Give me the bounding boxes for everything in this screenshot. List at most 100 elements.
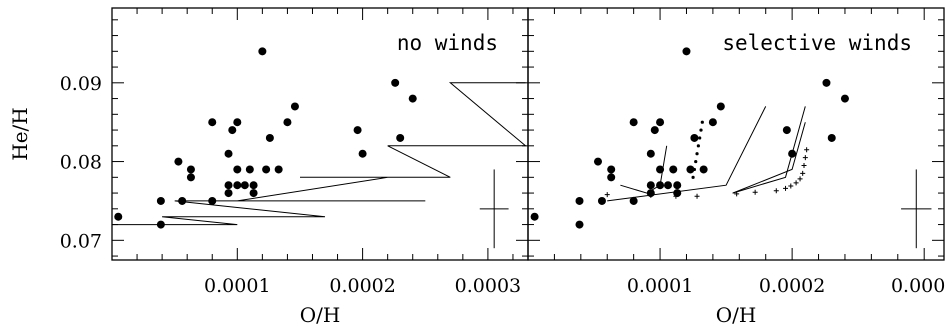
x-axis-title: O/H <box>300 303 341 327</box>
x-axis-title: O/H <box>716 303 757 327</box>
data-point <box>233 165 242 174</box>
data-point <box>686 165 695 174</box>
model-dot <box>691 175 695 179</box>
data-point <box>575 196 584 205</box>
plus-point <box>604 192 610 198</box>
data-point <box>208 118 217 127</box>
data-point <box>186 173 195 182</box>
data-point <box>650 126 659 135</box>
x-tick-label: 0.0003 <box>455 275 521 297</box>
data-point <box>629 196 638 205</box>
plus-point <box>802 155 808 161</box>
model-track <box>620 145 668 194</box>
data-point <box>396 133 405 142</box>
data-point <box>822 78 831 87</box>
data-point <box>646 189 655 198</box>
plus-point <box>800 170 806 176</box>
data-point <box>265 133 274 142</box>
model-dot <box>695 152 699 156</box>
data-point <box>249 189 258 198</box>
data-point <box>575 220 584 229</box>
panel-label: no winds <box>397 31 498 55</box>
data-point <box>530 212 539 221</box>
plus-point <box>797 176 803 182</box>
plot-frame <box>527 7 945 261</box>
y-tick-label: 0.08 <box>60 152 102 174</box>
model-dot <box>694 159 698 164</box>
data-point <box>233 118 242 127</box>
y-tick-label: 0.09 <box>60 73 102 95</box>
data-point <box>174 157 183 166</box>
data-point <box>178 196 187 205</box>
x-tick-label: 0.0002 <box>759 275 825 297</box>
y-tick-label: 0.07 <box>60 230 102 252</box>
panel-selective-winds: 0.0001 0.0002 0.0003 O/H selective winds <box>527 7 946 327</box>
data-point <box>690 133 699 142</box>
data-point <box>656 181 665 190</box>
data-point <box>353 126 362 135</box>
data-point <box>233 181 242 190</box>
data-point <box>224 181 233 190</box>
model-dot <box>699 128 703 132</box>
data-point <box>228 126 237 135</box>
data-point <box>607 165 616 174</box>
model-track <box>732 122 806 194</box>
model-track <box>732 106 806 194</box>
data-point <box>656 165 665 174</box>
data-point <box>827 133 836 142</box>
plus-point <box>788 183 794 189</box>
data-point <box>669 165 678 174</box>
data-point <box>673 189 682 198</box>
data-point <box>156 220 165 229</box>
data-point <box>224 149 233 158</box>
model-track <box>112 82 527 226</box>
data-point <box>208 196 217 205</box>
data-point <box>156 196 165 205</box>
x-tick-label: 0.0001 <box>204 275 270 297</box>
panel-no-winds: 0.0001 0.0002 0.0003 0.07 0.08 0.09 He/H O/H no … <box>8 7 529 327</box>
data-point <box>682 47 691 56</box>
data-point <box>283 118 292 127</box>
data-point <box>245 165 254 174</box>
data-point <box>274 165 283 174</box>
data-point <box>597 196 606 205</box>
data-point <box>593 157 602 166</box>
plus-point <box>801 163 807 168</box>
x-tick-label: 0.0003 <box>891 275 946 297</box>
plus-point <box>752 189 758 195</box>
y-axis-title: He/H <box>8 107 32 160</box>
data-point <box>629 118 638 127</box>
data-point <box>290 102 299 111</box>
x-tick-label: 0.0001 <box>627 275 693 297</box>
panel-label: selective winds <box>722 31 912 55</box>
data-point <box>240 181 249 190</box>
data-point <box>699 165 708 174</box>
plus-point <box>694 193 700 199</box>
plus-point <box>804 147 810 153</box>
plus-point <box>793 180 799 186</box>
data-point <box>258 47 267 56</box>
data-point <box>716 102 725 111</box>
data-point <box>358 149 367 158</box>
model-track <box>607 106 767 202</box>
data-point <box>656 118 665 127</box>
data-point <box>186 165 195 174</box>
data-point <box>224 189 233 198</box>
data-point <box>646 149 655 158</box>
plus-point <box>783 185 789 191</box>
data-point <box>408 94 417 103</box>
data-point <box>391 78 400 87</box>
data-point <box>663 181 672 190</box>
model-dot <box>696 144 700 148</box>
data-point <box>646 181 655 190</box>
data-point <box>249 181 258 190</box>
data-point <box>788 149 797 158</box>
plus-point <box>773 188 779 194</box>
model-dot <box>700 120 704 124</box>
data-point <box>673 181 682 190</box>
model-dot <box>698 136 702 140</box>
data-point <box>708 118 717 127</box>
data-point <box>114 212 123 221</box>
data-point <box>262 165 271 174</box>
